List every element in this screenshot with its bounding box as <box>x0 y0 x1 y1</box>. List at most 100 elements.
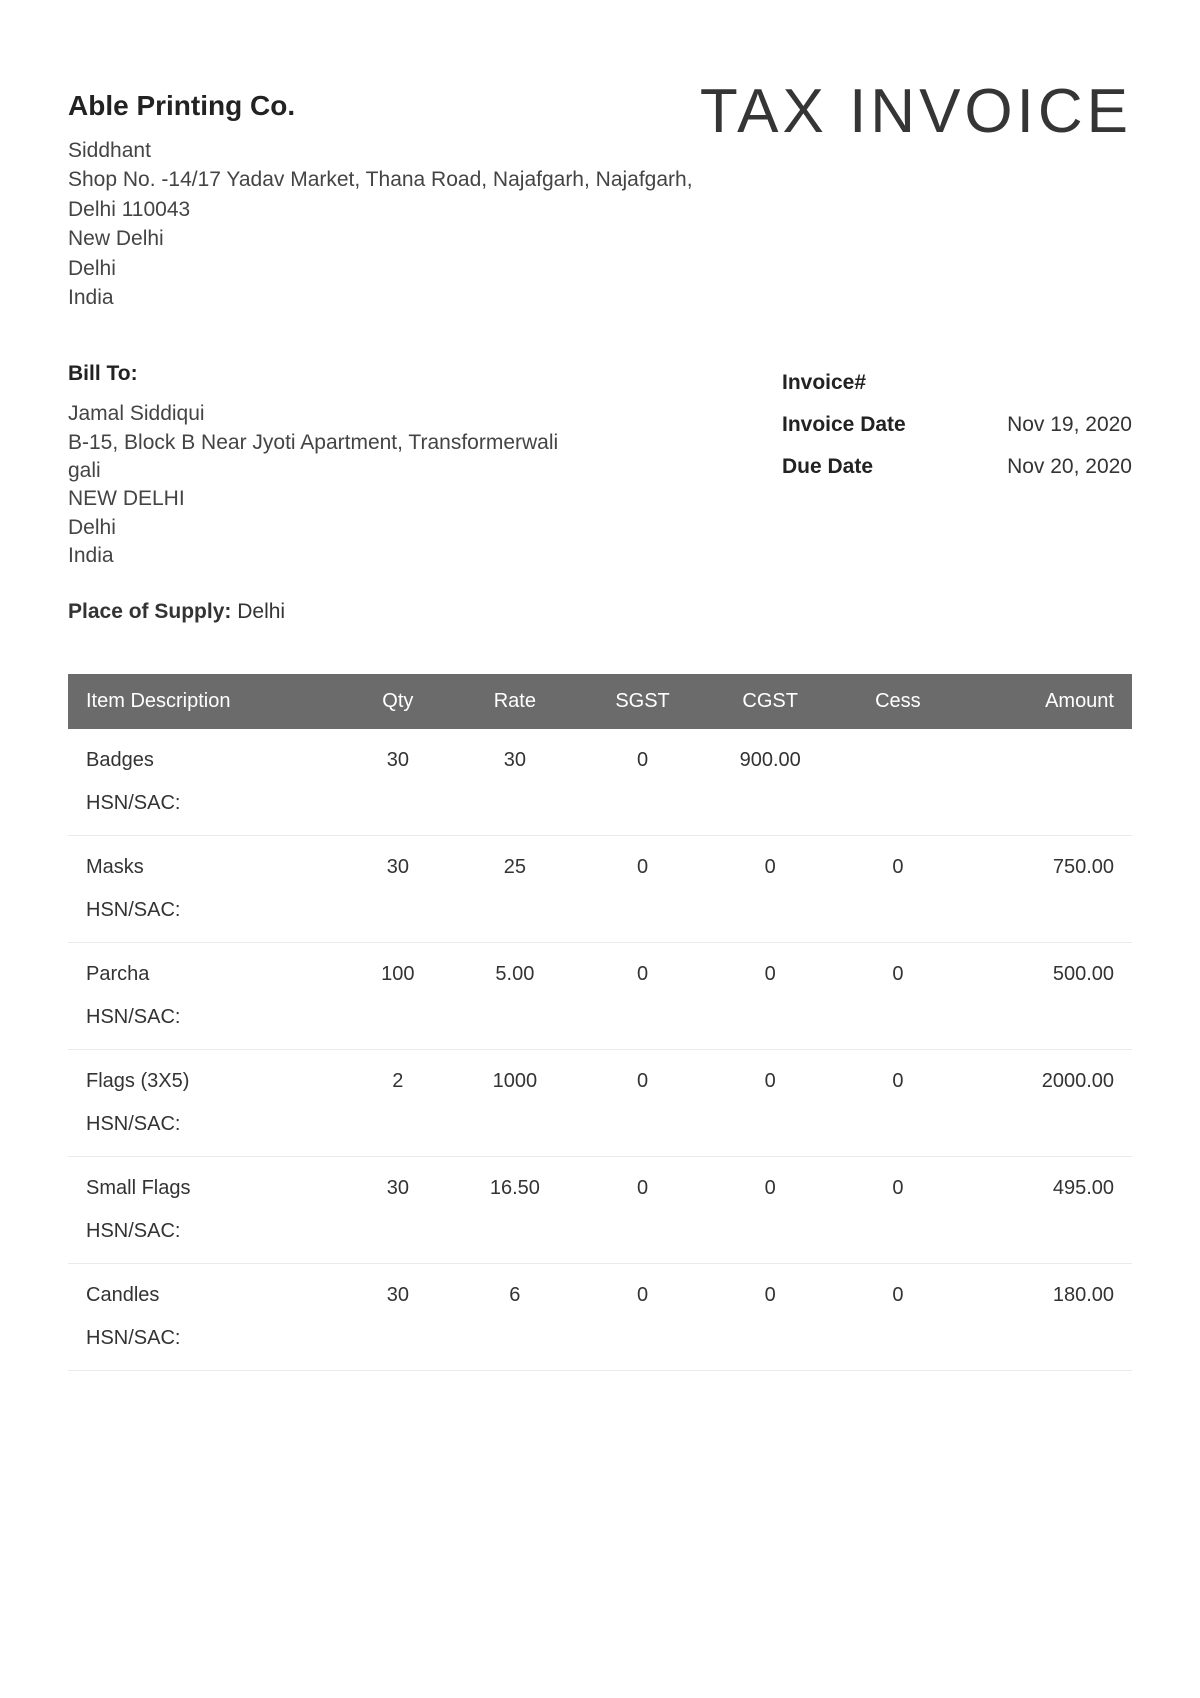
meta-label: Invoice# <box>782 362 866 404</box>
cell-amount: 500.00 <box>962 943 1132 1050</box>
table-row: BadgesHSN/SAC:30300900.00 <box>68 729 1132 836</box>
bill-to-line: NEW DELHI <box>68 485 588 513</box>
cell-cgst: 900.00 <box>706 729 834 836</box>
sender-line: Shop No. -14/17 Yadav Market, Thana Road… <box>68 165 700 224</box>
items-body: BadgesHSN/SAC:30300900.00MasksHSN/SAC:30… <box>68 729 1132 1371</box>
place-of-supply-value: Delhi <box>237 600 285 623</box>
cell-desc: Small Flags HSN/SAC: <box>68 1157 345 1264</box>
meta-label: Invoice Date <box>782 404 906 446</box>
cell-amount: 750.00 <box>962 836 1132 943</box>
sender-line: New Delhi <box>68 224 700 253</box>
company-name: Able Printing Co. <box>68 90 700 122</box>
bill-to-block: Bill To: Jamal Siddiqui B-15, Block B Ne… <box>68 362 588 570</box>
col-header-rate: Rate <box>451 674 579 729</box>
cell-qty: 30 <box>345 729 451 836</box>
cell-sgst: 0 <box>579 729 707 836</box>
cell-qty: 2 <box>345 1050 451 1157</box>
item-description: Small Flags <box>86 1177 335 1200</box>
cell-rate: 5.00 <box>451 943 579 1050</box>
cell-rate: 25 <box>451 836 579 943</box>
cell-rate: 1000 <box>451 1050 579 1157</box>
cell-rate: 6 <box>451 1264 579 1371</box>
cell-cgst: 0 <box>706 943 834 1050</box>
sender-address: Siddhant Shop No. -14/17 Yadav Market, T… <box>68 136 700 312</box>
items-table: Item Description Qty Rate SGST CGST Cess… <box>68 674 1132 1371</box>
cell-sgst: 0 <box>579 836 707 943</box>
item-description: Flags (3X5) <box>86 1070 335 1093</box>
cell-cess <box>834 729 962 836</box>
table-row: CandlesHSN/SAC:306000180.00 <box>68 1264 1132 1371</box>
cell-rate: 16.50 <box>451 1157 579 1264</box>
meta-due-date: Due Date Nov 20, 2020 <box>782 446 1132 488</box>
cell-qty: 100 <box>345 943 451 1050</box>
cell-amount: 495.00 <box>962 1157 1132 1264</box>
cell-desc: Masks HSN/SAC: <box>68 836 345 943</box>
meta-invoice-number: Invoice# <box>782 362 1132 404</box>
col-header-cess: Cess <box>834 674 962 729</box>
cell-qty: 30 <box>345 836 451 943</box>
sender-line: India <box>68 283 700 312</box>
cell-desc: Candles HSN/SAC: <box>68 1264 345 1371</box>
place-of-supply: Place of Supply: Delhi <box>68 600 1132 624</box>
cell-rate: 30 <box>451 729 579 836</box>
meta-row: Bill To: Jamal Siddiqui B-15, Block B Ne… <box>68 362 1132 570</box>
sender-line: Siddhant <box>68 136 700 165</box>
cell-cess: 0 <box>834 1157 962 1264</box>
cell-sgst: 0 <box>579 1157 707 1264</box>
bill-to-line: India <box>68 542 588 570</box>
item-description: Badges <box>86 749 335 772</box>
invoice-meta: Invoice# Invoice Date Nov 19, 2020 Due D… <box>782 362 1132 488</box>
hsn-sac-label: HSN/SAC: <box>86 1113 335 1148</box>
cell-cess: 0 <box>834 1264 962 1371</box>
col-header-qty: Qty <box>345 674 451 729</box>
hsn-sac-label: HSN/SAC: <box>86 1220 335 1255</box>
cell-cess: 0 <box>834 943 962 1050</box>
cell-amount: 2000.00 <box>962 1050 1132 1157</box>
place-of-supply-label: Place of Supply: <box>68 600 231 623</box>
item-description: Masks <box>86 856 335 879</box>
bill-to-label: Bill To: <box>68 362 588 386</box>
table-row: MasksHSN/SAC:3025000750.00 <box>68 836 1132 943</box>
col-header-desc: Item Description <box>68 674 345 729</box>
bill-to-address: Jamal Siddiqui B-15, Block B Near Jyoti … <box>68 400 588 570</box>
col-header-cgst: CGST <box>706 674 834 729</box>
hsn-sac-label: HSN/SAC: <box>86 1327 335 1362</box>
cell-cgst: 0 <box>706 1264 834 1371</box>
document-title: TAX INVOICE <box>700 76 1132 147</box>
sender-line: Delhi <box>68 254 700 283</box>
cell-cess: 0 <box>834 1050 962 1157</box>
hsn-sac-label: HSN/SAC: <box>86 792 335 827</box>
bill-to-line: B-15, Block B Near Jyoti Apartment, Tran… <box>68 429 588 486</box>
items-header: Item Description Qty Rate SGST CGST Cess… <box>68 674 1132 729</box>
col-header-sgst: SGST <box>579 674 707 729</box>
meta-invoice-date: Invoice Date Nov 19, 2020 <box>782 404 1132 446</box>
hsn-sac-label: HSN/SAC: <box>86 1006 335 1041</box>
item-description: Parcha <box>86 963 335 986</box>
cell-qty: 30 <box>345 1157 451 1264</box>
cell-desc: Badges HSN/SAC: <box>68 729 345 836</box>
table-row: Flags (3X5)HSN/SAC:210000002000.00 <box>68 1050 1132 1157</box>
table-row: ParchaHSN/SAC:1005.00000500.00 <box>68 943 1132 1050</box>
item-description: Candles <box>86 1284 335 1307</box>
cell-amount: 180.00 <box>962 1264 1132 1371</box>
sender-block: Able Printing Co. Siddhant Shop No. -14/… <box>68 90 700 312</box>
meta-label: Due Date <box>782 446 873 488</box>
cell-qty: 30 <box>345 1264 451 1371</box>
cell-sgst: 0 <box>579 1264 707 1371</box>
cell-desc: Flags (3X5) HSN/SAC: <box>68 1050 345 1157</box>
cell-cgst: 0 <box>706 1050 834 1157</box>
meta-value: Nov 20, 2020 <box>1007 446 1132 488</box>
cell-desc: Parcha HSN/SAC: <box>68 943 345 1050</box>
bill-to-line: Jamal Siddiqui <box>68 400 588 428</box>
hsn-sac-label: HSN/SAC: <box>86 899 335 934</box>
col-header-amount: Amount <box>962 674 1132 729</box>
bill-to-line: Delhi <box>68 514 588 542</box>
cell-cgst: 0 <box>706 836 834 943</box>
cell-sgst: 0 <box>579 1050 707 1157</box>
cell-cess: 0 <box>834 836 962 943</box>
cell-sgst: 0 <box>579 943 707 1050</box>
cell-cgst: 0 <box>706 1157 834 1264</box>
table-row: Small FlagsHSN/SAC:3016.50000495.00 <box>68 1157 1132 1264</box>
header: Able Printing Co. Siddhant Shop No. -14/… <box>68 90 1132 312</box>
cell-amount <box>962 729 1132 836</box>
